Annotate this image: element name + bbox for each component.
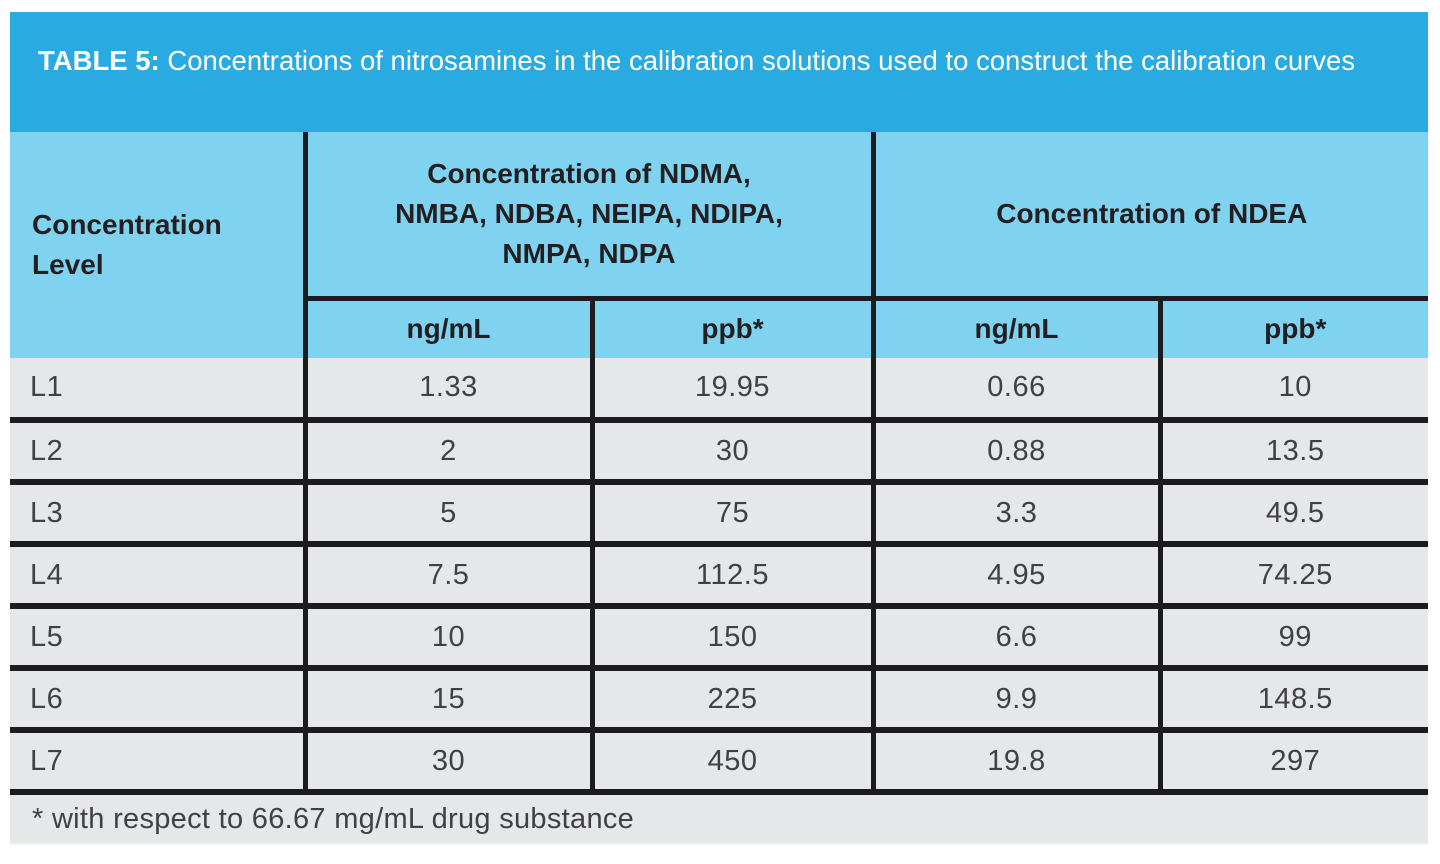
table-figure: TABLE 5: Concentrations of nitrosamines … (10, 12, 1429, 845)
header-group-ndea: Concentration of NDEA (870, 132, 1429, 298)
cell-ndma-ppb: 30 (589, 420, 874, 485)
table-header: Concentration Level Concentration of NDM… (10, 132, 1429, 358)
cell-ndea-ngml: 9.9 (870, 668, 1161, 733)
table-footnote: * with respect to 66.67 mg/mL drug subst… (10, 792, 1429, 845)
cell-ndea-ppb: 49.5 (1157, 482, 1429, 547)
cell-ndea-ppb: 74.25 (1157, 544, 1429, 609)
cell-ndea-ppb: 148.5 (1157, 668, 1429, 733)
row-level: L4 (10, 544, 305, 609)
row-level: L6 (10, 668, 305, 733)
row-level: L7 (10, 730, 305, 795)
table-row: L1 1.33 19.95 0.66 10 (10, 358, 1429, 423)
header-unit-ndma-ppb: ppb* (589, 295, 874, 358)
cell-ndma-ngml: 15 (302, 668, 592, 733)
cell-ndma-ngml: 10 (302, 606, 592, 671)
cell-ndea-ngml: 0.66 (870, 358, 1161, 423)
cell-ndea-ngml: 3.3 (870, 482, 1161, 547)
header-unit-ndea-ppb: ppb* (1157, 295, 1429, 358)
cell-ndea-ngml: 6.6 (870, 606, 1161, 671)
footnote-row: * with respect to 66.67 mg/mL drug subst… (10, 792, 1429, 845)
row-level: L5 (10, 606, 305, 671)
table-body: L1 1.33 19.95 0.66 10 L2 2 30 0.88 13.5 … (10, 358, 1429, 795)
calibration-concentrations-table: Concentration Level Concentration of NDM… (10, 132, 1429, 845)
table-row: L5 10 150 6.6 99 (10, 606, 1429, 671)
header-group-ndma: Concentration of NDMA, NMBA, NDBA, NEIPA… (302, 132, 874, 298)
unit-header-row: ng/mL ppb* ng/mL ppb* (10, 295, 1429, 358)
cell-ndma-ppb: 225 (589, 668, 874, 733)
cell-ndea-ngml: 19.8 (870, 730, 1161, 795)
table-title-bar: TABLE 5: Concentrations of nitrosamines … (10, 12, 1428, 132)
row-level: L2 (10, 420, 305, 485)
cell-ndea-ppb: 10 (1157, 358, 1429, 423)
row-level: L1 (10, 358, 305, 423)
header-concentration-level: Concentration Level (10, 132, 305, 358)
cell-ndea-ngml: 4.95 (870, 544, 1161, 609)
table-row: L6 15 225 9.9 148.5 (10, 668, 1429, 733)
cell-ndea-ppb: 297 (1157, 730, 1429, 795)
cell-ndea-ngml: 0.88 (870, 420, 1161, 485)
cell-ndma-ppb: 450 (589, 730, 874, 795)
table-row: L4 7.5 112.5 4.95 74.25 (10, 544, 1429, 609)
cell-ndma-ppb: 19.95 (589, 358, 874, 423)
table-row: L2 2 30 0.88 13.5 (10, 420, 1429, 485)
table-row: L3 5 75 3.3 49.5 (10, 482, 1429, 547)
cell-ndea-ppb: 13.5 (1157, 420, 1429, 485)
cell-ndea-ppb: 99 (1157, 606, 1429, 671)
cell-ndma-ppb: 112.5 (589, 544, 874, 609)
table-row: L7 30 450 19.8 297 (10, 730, 1429, 795)
cell-ndma-ppb: 75 (589, 482, 874, 547)
table-caption: Concentrations of nitrosamines in the ca… (167, 45, 1356, 76)
cell-ndma-ngml: 2 (302, 420, 592, 485)
cell-ndma-ngml: 1.33 (302, 358, 592, 423)
table-footer: * with respect to 66.67 mg/mL drug subst… (10, 792, 1429, 845)
cell-ndma-ppb: 150 (589, 606, 874, 671)
cell-ndma-ngml: 30 (302, 730, 592, 795)
row-level: L3 (10, 482, 305, 547)
cell-ndma-ngml: 5 (302, 482, 592, 547)
cell-ndma-ngml: 7.5 (302, 544, 592, 609)
header-unit-ndma-ngml: ng/mL (302, 295, 592, 358)
header-unit-ndea-ngml: ng/mL (870, 295, 1161, 358)
table-number-label: TABLE 5: (38, 45, 160, 76)
group-header-row: Concentration Level Concentration of NDM… (10, 132, 1429, 358)
